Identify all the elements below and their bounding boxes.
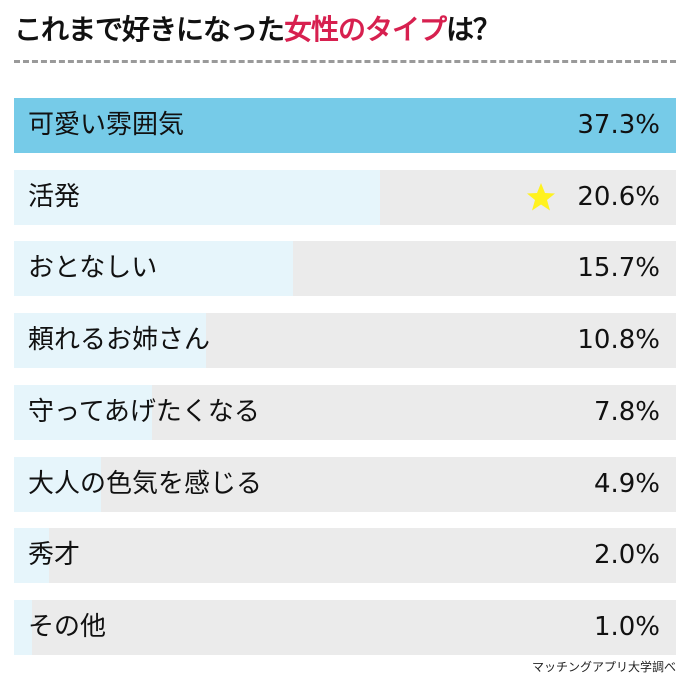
bar-row: 活発 20.6% xyxy=(14,169,676,225)
category-label: 秀才 xyxy=(28,540,81,571)
category-label: その他 xyxy=(28,611,107,642)
category-label: 活発 xyxy=(28,181,81,212)
bar xyxy=(14,241,293,297)
category-label: 頼れるお姉さん xyxy=(28,325,211,356)
category-label: 可愛い雰囲気 xyxy=(28,110,185,140)
bar-row: 大人の色気を感じる 4.9% xyxy=(14,456,676,512)
value-label: 37.3% xyxy=(577,110,660,140)
category-label: 守ってあげたくなる xyxy=(28,396,260,427)
bar-row: 秀才 2.0% xyxy=(14,528,676,584)
chart-title: これまで好きになった女性のタイプは？ xyxy=(14,8,501,48)
bar xyxy=(14,384,153,440)
title-part-1: これまで好きになった xyxy=(14,13,285,46)
star-icon xyxy=(527,182,555,211)
value-label: 20.6% xyxy=(577,181,660,212)
value-label: 2.0% xyxy=(593,540,660,571)
title-highlight: 女性のタイプ xyxy=(284,13,447,46)
bar-row: 守ってあげたくなる 7.8% xyxy=(14,384,676,440)
value-label: 7.8% xyxy=(593,396,660,427)
bar xyxy=(14,98,676,153)
bar xyxy=(14,599,32,655)
bar-row: 頼れるお姉さん 10.8% xyxy=(14,313,676,369)
category-label: おとなしい xyxy=(28,253,158,284)
value-label: 15.7% xyxy=(577,253,660,284)
divider xyxy=(14,60,676,63)
bar xyxy=(14,528,50,584)
value-label: 10.8% xyxy=(577,325,660,356)
bar xyxy=(14,313,206,369)
source-note: マッチングアプリ大学調べ xyxy=(531,660,676,674)
bar-row: おとなしい 15.7% xyxy=(14,241,676,297)
bar xyxy=(14,456,101,512)
bar-row: 可愛い雰囲気 37.3% xyxy=(14,98,676,153)
category-label: 大人の色気を感じる xyxy=(28,468,263,499)
value-label: 1.0% xyxy=(593,611,660,642)
title-part-3: は？ xyxy=(446,13,501,46)
bar xyxy=(14,169,380,225)
bar-row: その他 1.0% xyxy=(14,599,676,655)
value-label: 4.9% xyxy=(593,468,660,499)
